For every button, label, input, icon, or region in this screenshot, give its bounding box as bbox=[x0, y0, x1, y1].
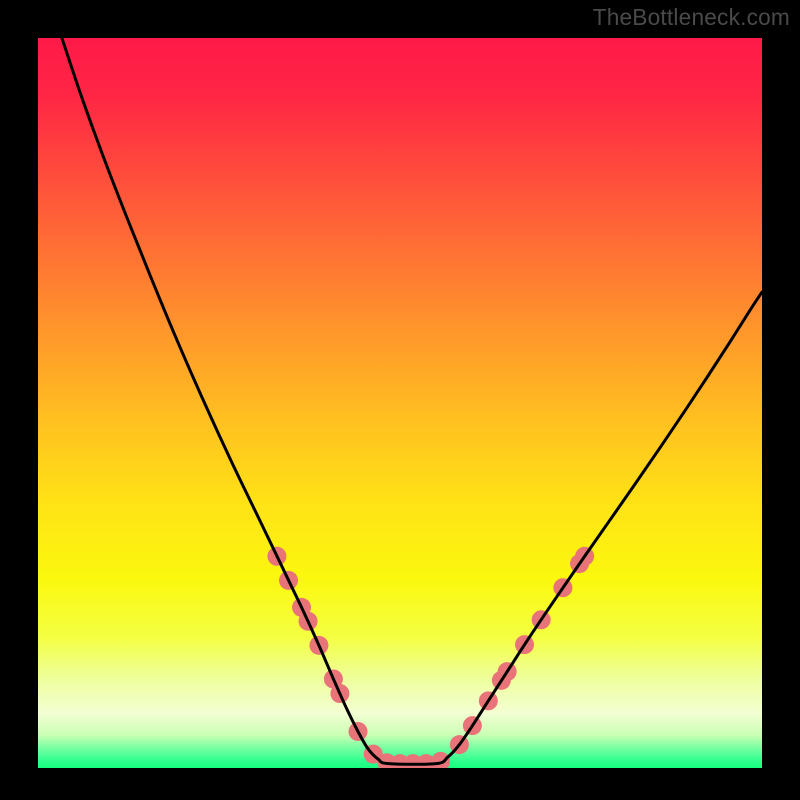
chart-svg bbox=[0, 0, 800, 800]
watermark-text: TheBottleneck.com bbox=[593, 4, 790, 31]
chart-stage: TheBottleneck.com bbox=[0, 0, 800, 800]
plot-gradient bbox=[38, 38, 762, 768]
